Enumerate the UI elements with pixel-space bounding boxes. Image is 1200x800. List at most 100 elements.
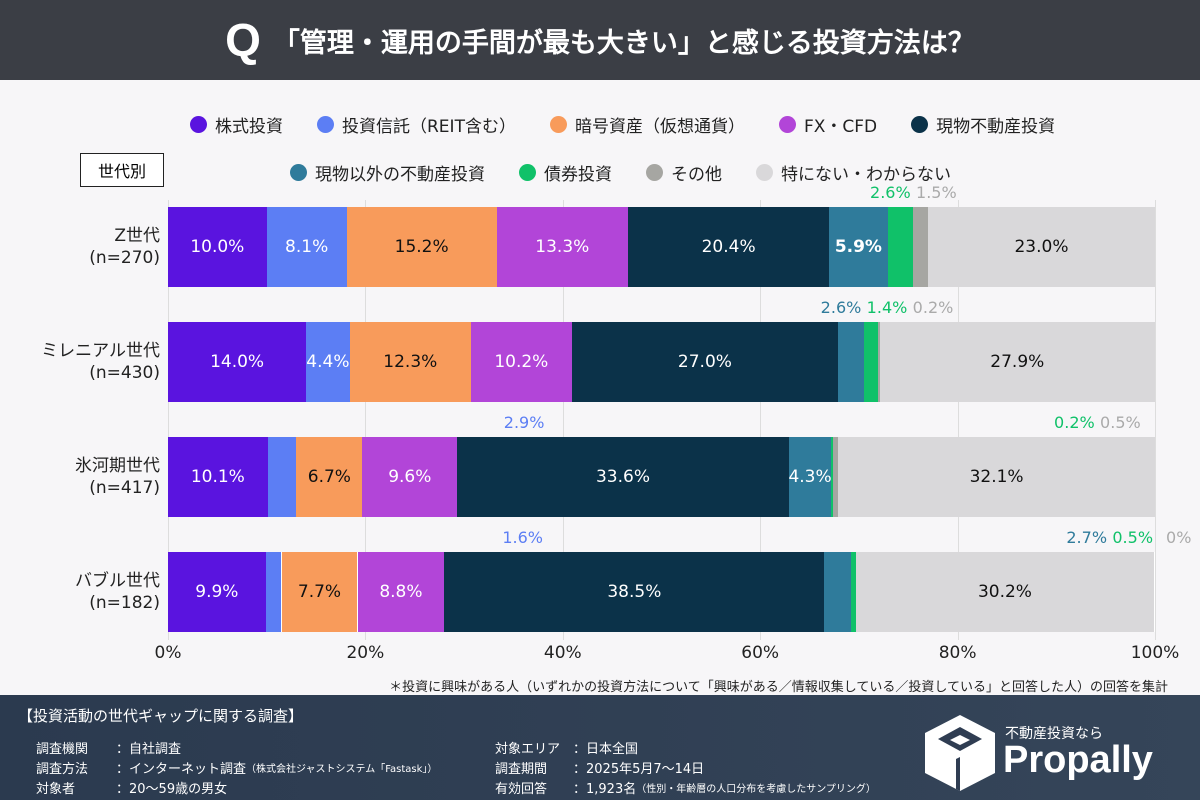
plot-area: 10.0% 8.1% 15.2% 13.3% 20.4% 5.9% 23.0% 2.6% 1.5… <box>168 183 1191 640</box>
legend-label: 投資信託（REIT含む） <box>342 117 516 137</box>
bar-segment: 30.2% <box>855 552 1154 632</box>
category-name: Z世代 <box>114 226 160 246</box>
survey-title: 【投資活動の世代ギャップに関する調査】 <box>18 707 304 725</box>
detail-value: ：日本全国 <box>573 742 639 757</box>
row-label: Z世代 (n=270) <box>0 225 160 269</box>
footer: 【投資活動の世代ギャップに関する調査】 調査機関 ：自社調査調査方法 ：インターネッ… <box>0 695 1200 800</box>
x-tick-label: 100% <box>1130 643 1180 663</box>
bar-segment <box>267 437 297 517</box>
survey-detail-row: 調査期間 ：2025年5月7〜14日 <box>495 758 704 777</box>
group-label: 世代別 <box>80 153 164 187</box>
legend-swatch <box>756 164 773 181</box>
bar-segment: 14.0% <box>168 322 307 402</box>
bar-segment <box>851 552 856 632</box>
legend-row-1: 株式投資 投資信託（REIT含む） 暗号資産（仮想通貨） FX・CFD 現物不動産投資 <box>190 112 1055 137</box>
bar-segment: 12.3% <box>349 322 471 402</box>
detail-key: 対象エリア <box>495 742 561 757</box>
bar-segment <box>863 322 878 402</box>
legend-swatch <box>778 116 796 133</box>
bar-segment: 38.5% <box>444 552 825 632</box>
bar-segment <box>913 207 928 287</box>
bar-row: 9.9% 7.7% 8.8% 38.5% 30.2% 1.6% 2.7% 0.5% 0% <box>168 528 1191 632</box>
legend-item: 株式投資 <box>190 112 283 137</box>
legend-item: FX・CFD <box>778 112 878 137</box>
legend-item: 現物不動産投資 <box>911 112 1055 137</box>
legend-label: 暗号資産（仮想通貨） <box>574 117 745 137</box>
bar-row: 14.0% 4.4% 12.3% 10.2% 27.0% 27.9% 2.6% 1.4% 0.2… <box>168 298 1155 402</box>
bar-segment <box>265 552 282 632</box>
category-name: 氷河期世代 <box>75 456 160 476</box>
x-tick-label: 20% <box>346 643 385 663</box>
survey-detail-row: 対象者 ：20〜59歳の男女 <box>36 778 227 797</box>
outside-data-label: 2.7% <box>1066 528 1108 547</box>
bar-segment <box>824 552 851 632</box>
bar-segment: 20.4% <box>627 207 830 287</box>
survey-detail-row: 対象エリア ：日本全国 <box>495 738 638 757</box>
category-n: (n=417) <box>89 478 160 498</box>
brand-name: Propally <box>1003 739 1153 781</box>
outside-data-label: 2.9% <box>503 413 545 432</box>
q-mark: Q <box>225 14 261 66</box>
legend-label: 特にない・わからない <box>781 165 951 185</box>
detail-key: 調査方法 <box>36 762 89 777</box>
x-tick-label: 60% <box>741 643 780 663</box>
category-name: バブル世代 <box>75 571 160 591</box>
legend-item: 暗号資産（仮想通貨） <box>549 112 745 137</box>
outside-data-label: 0% <box>1166 528 1192 547</box>
row-label: バブル世代 (n=182) <box>0 570 160 614</box>
bar-segment: 13.3% <box>496 207 628 287</box>
bar-segment <box>838 322 864 402</box>
legend-swatch <box>519 164 536 181</box>
legend-item: 投資信託（REIT含む） <box>317 112 516 137</box>
outside-data-label: 2.6% <box>870 183 911 202</box>
legend-label: 現物不動産投資 <box>936 117 1056 137</box>
x-tick-label: 40% <box>543 643 582 663</box>
legend-swatch <box>911 116 929 133</box>
bar-row: 10.0% 8.1% 15.2% 13.3% 20.4% 5.9% 23.0% 2.6% 1.5… <box>168 183 1155 287</box>
gridline <box>365 200 367 640</box>
bar-segment: 5.9% <box>829 207 888 287</box>
propally-logo-icon <box>925 715 995 791</box>
legend-swatch <box>317 116 334 133</box>
bar-segment: 10.0% <box>168 207 267 287</box>
detail-value: ：インターネット調査 <box>116 762 247 777</box>
detail-key: 調査期間 <box>495 762 548 777</box>
bar-segment <box>887 207 914 287</box>
outside-data-label: 0.5% <box>1100 413 1141 432</box>
detail-sub: （株式会社ジャストシステム「Fastask」） <box>246 764 438 775</box>
legend-swatch <box>190 116 207 133</box>
x-tick-label: 0% <box>154 643 182 663</box>
legend-label: 株式投資 <box>215 117 283 137</box>
outside-data-label: 2.6% <box>820 298 862 317</box>
detail-value: ：1,923名 <box>573 782 637 797</box>
survey-detail-row: 調査方法 ：インターネット調査 （株式会社ジャストシステム「Fastask」） <box>36 758 437 777</box>
gridline <box>760 200 762 640</box>
survey-detail-row: 調査機関 ：自社調査 <box>36 738 181 757</box>
bar-segment: 23.0% <box>927 207 1155 287</box>
bar-segment: 6.7% <box>296 437 363 517</box>
category-name: ミレニアル世代 <box>41 341 160 361</box>
gridline <box>1155 200 1156 640</box>
outside-data-label: 1.5% <box>916 183 957 202</box>
detail-sub: （性別・年齢層の人口分布を考慮したサンプリング） <box>636 784 876 795</box>
brand-tagline: 不動産投資なら <box>1005 726 1103 742</box>
legend-item: 債券投資 <box>519 160 612 185</box>
category-n: (n=270) <box>89 248 160 268</box>
outside-data-label: 0.2% <box>1054 413 1095 432</box>
detail-key: 調査機関 <box>36 742 89 757</box>
legend-label: FX・CFD <box>803 117 878 137</box>
bar-segment: 9.6% <box>362 437 458 517</box>
legend-row-2: 現物以外の不動産投資 債券投資 その他 特にない・わからない <box>290 160 951 185</box>
detail-value: ：自社調査 <box>116 742 182 757</box>
detail-key: 有効回答 <box>495 782 548 797</box>
bar-segment: 27.9% <box>879 322 1155 402</box>
survey-detail-row: 有効回答 ：1,923名 （性別・年齢層の人口分布を考慮したサンプリング） <box>495 778 876 797</box>
footnote: ＊投資に興味がある人（いずれかの投資方法について「興味がある／情報収集している／… <box>389 680 1168 695</box>
bar-segment: 10.1% <box>168 437 268 517</box>
gridline <box>957 200 959 640</box>
legend-label: 現物以外の不動産投資 <box>315 165 485 185</box>
bar-segment: 8.8% <box>357 552 445 632</box>
legend-item: 現物以外の不動産投資 <box>290 160 485 185</box>
gridline <box>168 200 169 640</box>
bar-segment: 7.7% <box>281 552 358 632</box>
